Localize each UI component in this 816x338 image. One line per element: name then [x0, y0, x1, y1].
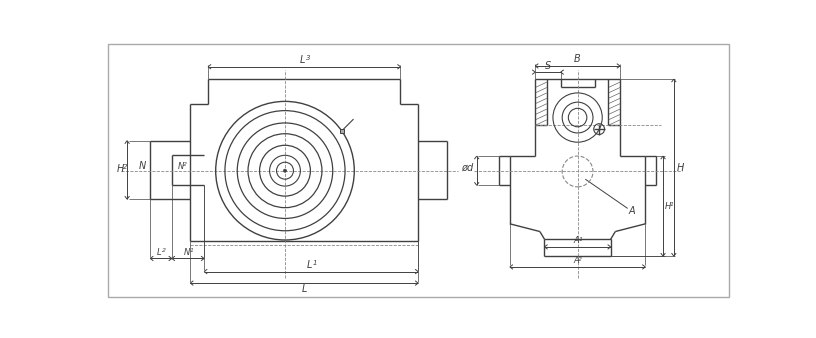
Text: N: N [184, 248, 190, 257]
Text: H: H [677, 163, 685, 173]
Text: 1: 1 [313, 260, 317, 266]
Bar [339, 129, 344, 133]
Text: 2: 2 [123, 164, 128, 170]
Text: H: H [664, 201, 671, 211]
Text: 2: 2 [184, 162, 188, 167]
Text: A: A [573, 256, 579, 265]
Text: B: B [574, 54, 581, 64]
Text: 2: 2 [579, 257, 583, 262]
Text: L: L [300, 55, 305, 65]
Text: H: H [117, 164, 124, 174]
Text: 1: 1 [670, 202, 674, 207]
Text: L: L [307, 260, 313, 270]
Text: 1: 1 [579, 237, 583, 242]
Text: 2: 2 [162, 248, 166, 253]
Text: A: A [573, 236, 579, 245]
Text: L: L [302, 284, 307, 293]
Text: N: N [178, 162, 184, 171]
Text: A: A [629, 207, 636, 217]
Text: S: S [545, 61, 551, 71]
Circle shape [283, 169, 286, 172]
Text: ød: ød [461, 163, 473, 173]
Text: 3: 3 [306, 54, 310, 61]
Text: 1: 1 [189, 248, 193, 253]
Text: L: L [157, 248, 162, 257]
Text: N: N [139, 161, 146, 171]
